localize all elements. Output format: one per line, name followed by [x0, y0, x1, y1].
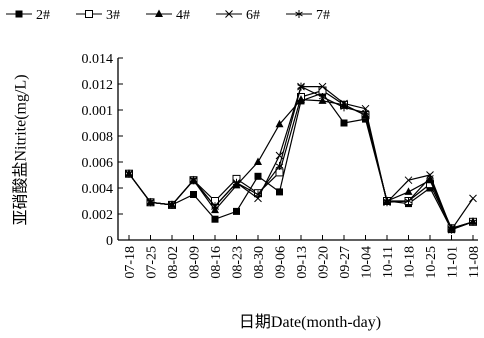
- marker: [295, 10, 303, 18]
- marker: [146, 198, 155, 207]
- x-tick-label: 08-09: [188, 246, 203, 279]
- x-tick-label: 09-13: [295, 246, 310, 279]
- x-tick-label: 08-02: [166, 246, 181, 279]
- series-line: [128, 92, 474, 231]
- x-tick-label: 08-23: [231, 246, 246, 279]
- y-tick-label: 0.002: [82, 208, 114, 223]
- x-tick-label: 08-16: [209, 246, 224, 279]
- y-tick-label: 0.014: [82, 52, 114, 67]
- y-tick-label: 0.004: [82, 182, 114, 197]
- marker: [297, 82, 305, 91]
- marker: [276, 188, 283, 196]
- marker: [469, 194, 477, 203]
- marker: [318, 93, 327, 101]
- marker: [361, 108, 370, 117]
- marker: [254, 172, 262, 180]
- y-tick-label: 0.006: [82, 156, 114, 171]
- x-tick-label: 10-04: [360, 246, 375, 279]
- marker: [447, 225, 456, 234]
- x-tick-label: 11-08: [467, 246, 482, 278]
- x-tick-label: 07-18: [123, 246, 138, 279]
- series-line: [128, 89, 474, 230]
- x-tick-label: 09-20: [317, 246, 332, 279]
- marker: [340, 103, 348, 112]
- marker: [189, 176, 198, 185]
- legend-label: 2#: [36, 8, 50, 23]
- marker: [275, 161, 284, 170]
- legend-label: 6#: [246, 8, 260, 23]
- series-line: [128, 98, 474, 230]
- x-tick-label: 08-30: [252, 246, 267, 279]
- x-tick-label: 09-06: [274, 246, 289, 279]
- x-tick-label: 07-25: [145, 246, 160, 279]
- x-tick-label: 10-25: [424, 246, 439, 279]
- marker: [426, 173, 434, 182]
- y-tick-label: 0.008: [82, 130, 114, 145]
- marker: [155, 9, 163, 17]
- y-axis-title: 亚硝酸盐Nitrite(mg/L): [12, 74, 30, 225]
- legend-label: 3#: [106, 8, 120, 23]
- x-tick-label: 10-11: [381, 246, 396, 278]
- marker: [225, 10, 233, 18]
- marker: [15, 10, 23, 18]
- x-tick-label: 09-27: [338, 246, 353, 279]
- marker: [254, 157, 262, 165]
- marker: [190, 191, 197, 198]
- marker: [340, 119, 348, 127]
- marker: [318, 82, 327, 91]
- y-tick-label: 0: [106, 234, 113, 249]
- marker: [211, 215, 219, 223]
- marker: [254, 190, 262, 199]
- marker: [469, 217, 477, 226]
- y-tick-label: 0.012: [82, 78, 114, 93]
- marker: [233, 207, 240, 215]
- marker: [275, 119, 284, 128]
- series-line: [128, 85, 474, 231]
- series-line: [128, 86, 474, 231]
- marker: [211, 202, 219, 211]
- marker: [125, 169, 133, 178]
- x-tick-label: 10-18: [403, 246, 418, 279]
- marker: [383, 198, 391, 207]
- marker: [404, 176, 413, 185]
- y-tick-label: 0.001: [82, 104, 114, 119]
- marker: [168, 200, 176, 209]
- marker: [404, 187, 413, 195]
- marker: [85, 10, 93, 18]
- marker: [297, 95, 305, 103]
- x-axis-title: 日期Date(month-day): [239, 313, 381, 331]
- legend-label: 4#: [176, 8, 190, 23]
- x-tick-label: 11-01: [446, 246, 461, 278]
- marker: [232, 178, 241, 187]
- marker: [404, 197, 413, 205]
- legend-label: 7#: [316, 8, 330, 23]
